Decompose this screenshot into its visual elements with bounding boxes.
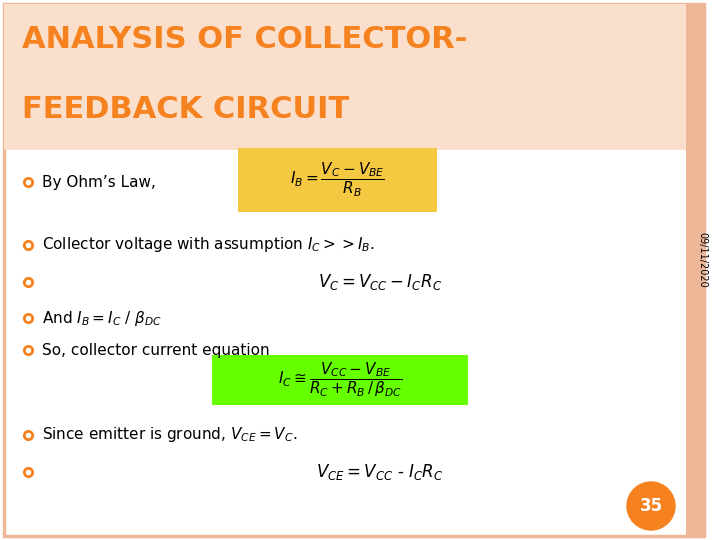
Text: 35: 35 [639, 497, 662, 515]
Text: Collector voltage with assumption $I_C$$>>$$I_B$.: Collector voltage with assumption $I_C$$… [42, 235, 374, 254]
Circle shape [627, 482, 675, 530]
Text: $V_{CE} = V_{CC}$ - $I_C R_C$: $V_{CE} = V_{CC}$ - $I_C R_C$ [316, 462, 444, 482]
Text: $I_B = \dfrac{V_C - V_{BE}}{R_B}$: $I_B = \dfrac{V_C - V_{BE}}{R_B}$ [289, 161, 384, 199]
Text: Since emitter is ground, $V_{CE} = V_C$.: Since emitter is ground, $V_{CE} = V_C$. [42, 426, 297, 444]
FancyBboxPatch shape [238, 148, 437, 212]
Text: And $I_B = I_C$ / $\beta_{DC}$: And $I_B = I_C$ / $\beta_{DC}$ [42, 308, 162, 327]
Bar [4, 4, 686, 150]
Text: ANALYSIS OF COLLECTOR-: ANALYSIS OF COLLECTOR- [22, 25, 467, 55]
Text: $V_C = V_{CC} - I_C R_C$: $V_C = V_{CC} - I_C R_C$ [318, 272, 442, 292]
Text: So, collector current equation: So, collector current equation [42, 342, 269, 357]
Text: $I_C \cong \dfrac{V_{CC} - V_{BE}}{R_C + R_B\,/\,\beta_{DC}}$: $I_C \cong \dfrac{V_{CC} - V_{BE}}{R_C +… [278, 361, 402, 399]
Text: 09/11/2020: 09/11/2020 [697, 232, 707, 288]
FancyBboxPatch shape [212, 355, 468, 405]
Bar [686, 4, 704, 536]
Text: By Ohm’s Law,: By Ohm’s Law, [42, 174, 156, 190]
Text: FEEDBACK CIRCUIT: FEEDBACK CIRCUIT [22, 96, 349, 125]
